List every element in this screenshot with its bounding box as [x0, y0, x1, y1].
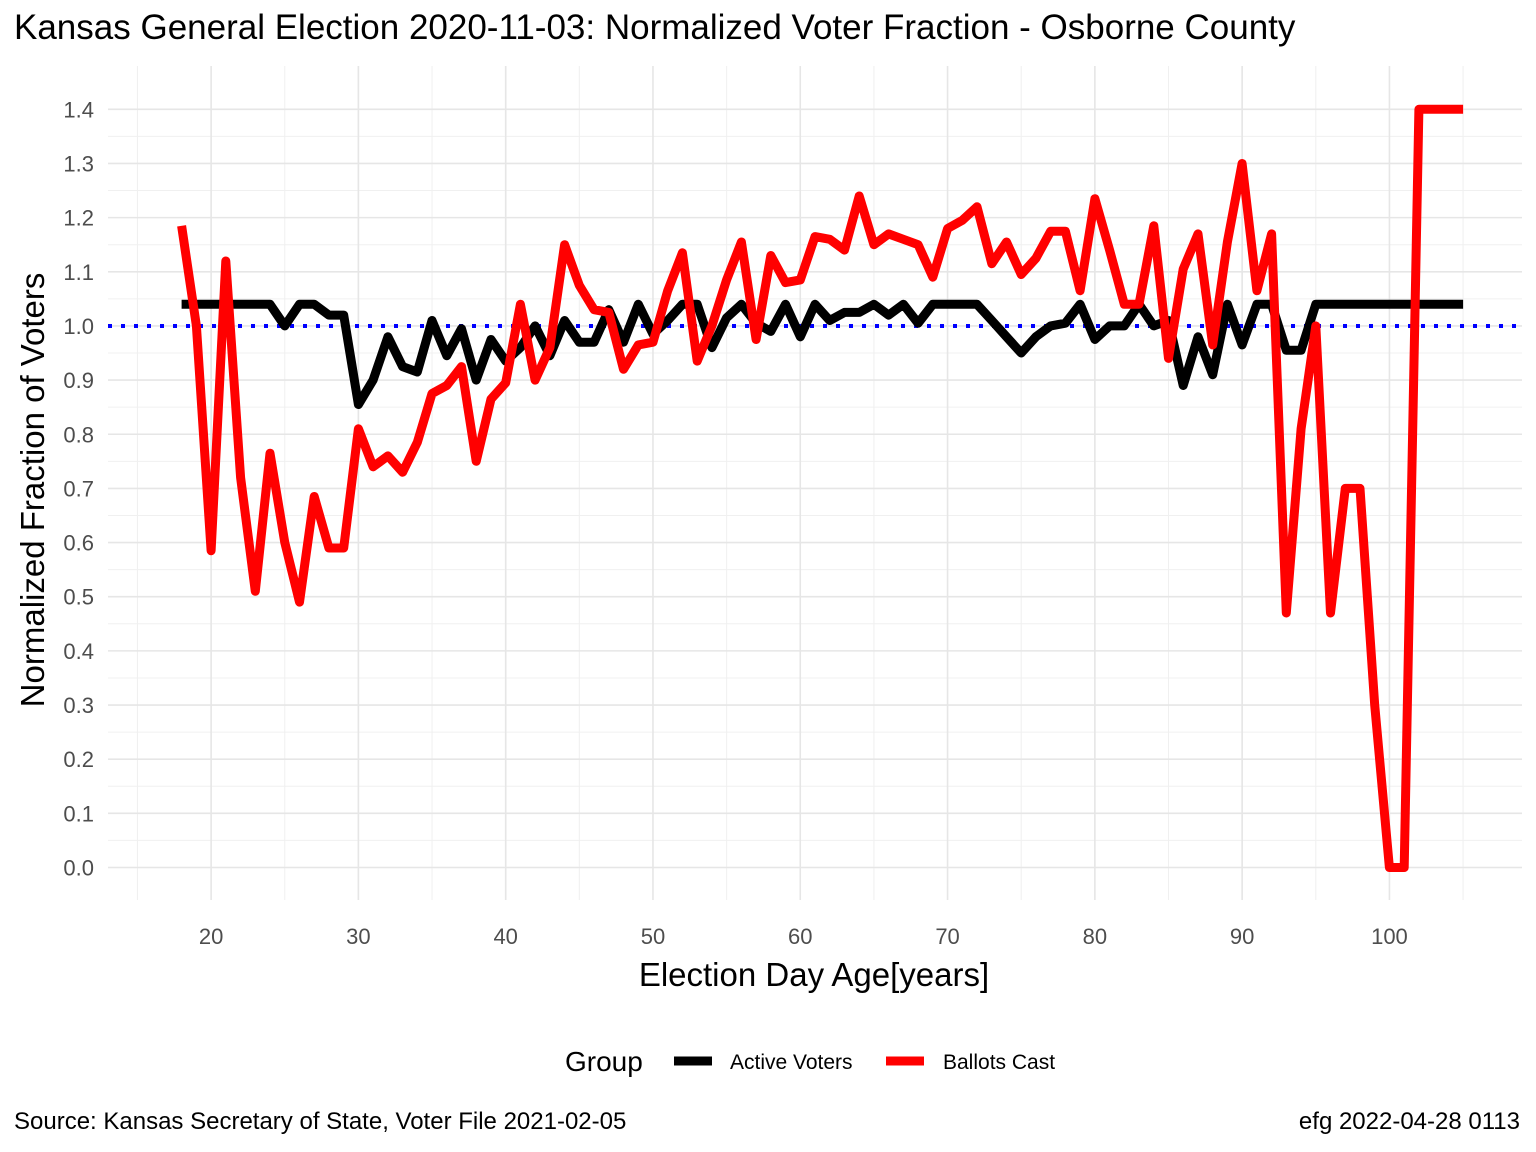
chart-title: Kansas General Election 2020-11-03: Norm…: [14, 8, 1296, 47]
x-tick-label: 40: [493, 924, 517, 949]
y-tick-label: 0.0: [63, 856, 94, 881]
y-tick-label: 1.2: [63, 206, 94, 231]
y-tick-label: 0.5: [63, 585, 94, 610]
y-tick-label: 0.1: [63, 801, 94, 826]
y-tick-label: 0.4: [63, 639, 94, 664]
y-tick-label: 1.4: [63, 97, 94, 122]
line-chart: 20 30 40 50 60 70 80 90 100 0.00.10.20.30.40.50.…: [14, 66, 1522, 1077]
x-tick-label: 30: [346, 924, 370, 949]
y-tick-label: 1.0: [63, 314, 94, 339]
series-layer: [177, 104, 1464, 872]
series-line-ballots-cast: [177, 104, 1464, 872]
x-tick-label: 50: [641, 924, 665, 949]
x-tick-label: 80: [1083, 924, 1107, 949]
x-tick-label: 20: [199, 924, 223, 949]
legend: Group Active Voters Ballots Cast: [565, 1046, 1055, 1077]
x-tick-label: 70: [935, 924, 959, 949]
legend-title: Group: [565, 1046, 643, 1077]
source-caption: Source: Kansas Secretary of State, Voter…: [14, 1108, 627, 1135]
y-tick-label: 0.3: [63, 693, 94, 718]
y-tick-label: 0.7: [63, 476, 94, 501]
x-tick-label: 60: [788, 924, 812, 949]
series-line-active-voters: [181, 299, 1464, 409]
x-axis-title: Election Day Age[years]: [639, 956, 989, 993]
y-axis-ticks: 0.0 0.1 0.2 0.3 0.4 0.5 0.6 0.7 0.8 0.9 1.0 1.1 1.2 1…: [63, 97, 94, 880]
y-tick-label: 0.8: [63, 422, 94, 447]
x-tick-label: 100: [1371, 924, 1408, 949]
y-axis-title: Normalized Fraction of Voters: [14, 273, 51, 708]
credit-caption: efg 2022-04-28 0113: [1298, 1108, 1520, 1135]
legend-label-ballots-cast: Ballots Cast: [943, 1051, 1055, 1074]
x-tick-label: 90: [1230, 924, 1254, 949]
legend-label-active-voters: Active Voters: [730, 1051, 853, 1074]
y-tick-label: 0.6: [63, 531, 94, 556]
grid-lines: [108, 66, 1522, 900]
y-tick-label: 0.9: [63, 368, 94, 393]
y-tick-label: 0.2: [63, 747, 94, 772]
y-tick-label: 1.1: [63, 260, 94, 285]
x-axis-ticks: 20 30 40 50 60 70 80 90 100: [199, 924, 1408, 949]
y-tick-label: 1.3: [63, 151, 94, 176]
